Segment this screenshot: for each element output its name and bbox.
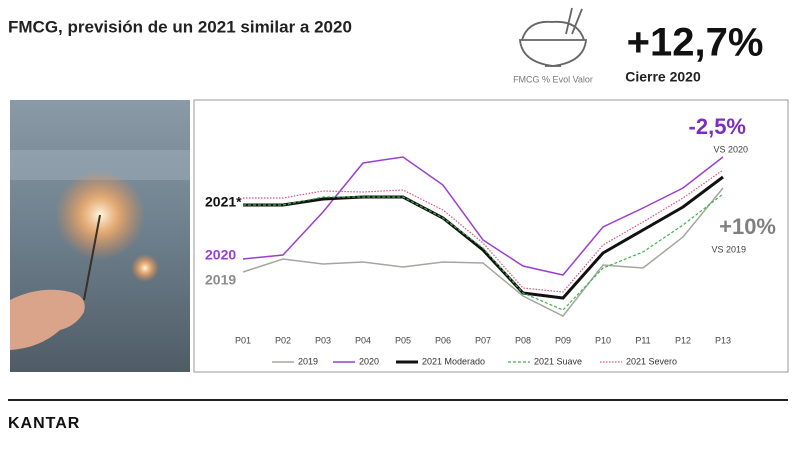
kpi-label: Cierre 2020 xyxy=(625,69,701,85)
annotation: VS 2019 xyxy=(711,244,746,254)
x-tick-label: P06 xyxy=(435,335,451,345)
legend-label: 2021 Moderado xyxy=(422,356,485,366)
x-tick-label: P04 xyxy=(355,335,371,345)
annotation: 2020 xyxy=(205,247,236,263)
annotation: 2019 xyxy=(205,272,236,288)
photo xyxy=(10,100,190,372)
x-tick-label: P03 xyxy=(315,335,331,345)
x-tick-label: P11 xyxy=(635,335,650,345)
x-tick-label: P02 xyxy=(275,335,291,345)
chart-frame xyxy=(193,99,789,373)
annotation: +10% xyxy=(719,214,776,239)
series-line xyxy=(243,193,724,311)
legend-label: 2021 Suave xyxy=(534,356,582,366)
x-tick-label: P12 xyxy=(675,335,691,345)
legend-label: 2019 xyxy=(298,356,318,366)
legend-label: 2021 Severo xyxy=(626,356,677,366)
x-tick-label: P13 xyxy=(715,335,731,345)
series-line xyxy=(243,175,724,300)
slide-title: FMCG, previsión de un 2021 similar a 202… xyxy=(8,17,352,36)
kpi-value: +12,7% xyxy=(627,21,764,65)
series-line xyxy=(242,187,724,317)
annotation: VS 2020 xyxy=(713,144,748,154)
series-line xyxy=(243,169,724,293)
kpi-caption: FMCG % Evol Valor xyxy=(513,74,593,84)
x-tick-label: P01 xyxy=(235,335,251,345)
x-tick-label: P05 xyxy=(395,335,411,345)
brand: KANTAR xyxy=(8,415,80,432)
plot: P01 P02 P03 P04 P05 P06 P07 P08 P09 P10 P11 P12 P13 2… xyxy=(205,114,776,367)
x-tick-label: P08 xyxy=(515,335,531,345)
series-line xyxy=(242,156,724,276)
annotation: 2021* xyxy=(205,194,242,210)
legend-label: 2020 xyxy=(359,356,379,366)
bowl-icon xyxy=(519,7,587,67)
annotation: -2,5% xyxy=(689,114,746,139)
x-tick-label: P09 xyxy=(555,335,571,345)
x-tick-label: P10 xyxy=(595,335,611,345)
x-tick-label: P07 xyxy=(475,335,491,345)
